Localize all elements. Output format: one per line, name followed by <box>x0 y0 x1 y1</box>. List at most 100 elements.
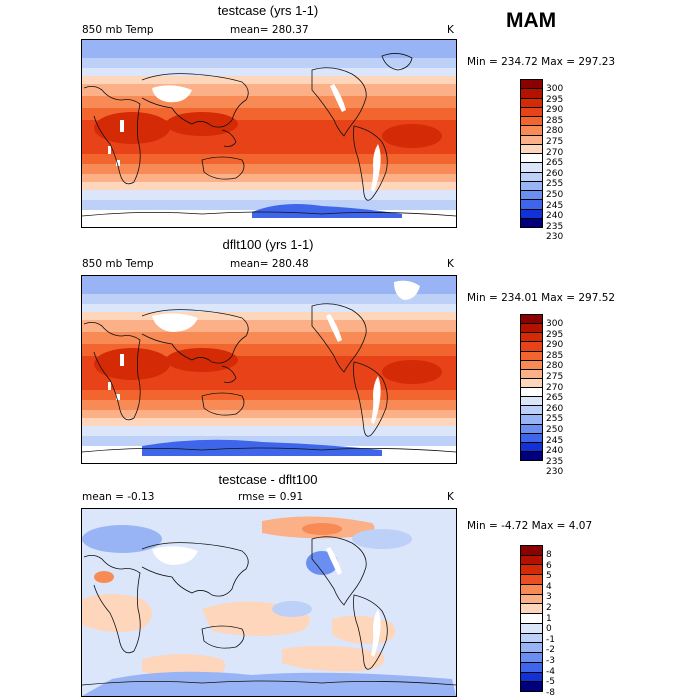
panel-2-colorbar-ticks: 300 295 290 285 280 275 270 265 260 255 … <box>546 319 563 478</box>
panel-3-map-plot <box>82 509 456 696</box>
colorbar-swatch <box>521 388 542 398</box>
colorbar-tick: 295 <box>546 329 564 340</box>
colorbar-swatch <box>521 324 542 334</box>
panel-2-units: K <box>447 258 454 270</box>
andes-mask <box>371 376 381 424</box>
colorbar-swatch <box>521 672 542 683</box>
panel-3-mean-key: mean = <box>82 491 124 503</box>
colorbar-swatch <box>521 442 542 452</box>
colorbar-tick: 280 <box>546 126 564 137</box>
colorbar-swatch <box>521 594 542 605</box>
colorbar-tick: 245 <box>546 200 564 211</box>
colorbar-tick: 1 <box>546 613 552 624</box>
colorbar-tick: 250 <box>546 189 564 200</box>
colorbar-swatch <box>521 126 542 136</box>
andes-mask <box>371 609 381 657</box>
colorbar-swatch <box>521 633 542 644</box>
band-south-4 <box>82 190 456 202</box>
band-north-5 <box>82 84 456 98</box>
band-north-3 <box>82 68 456 78</box>
panel-3-colorbar-ticks: 8 6 5 4 3 2 1 0 -1 -2 -3 -4 -5 -8 <box>546 550 555 698</box>
colorbar-swatch <box>521 369 542 379</box>
panel-3-mean-value: -0.13 <box>127 491 155 503</box>
colorbar-swatch <box>521 172 542 182</box>
colorbar-tick: -3 <box>546 655 555 666</box>
band-north-4 <box>82 76 456 86</box>
warm-core-america <box>382 124 442 148</box>
panel-3-minmax: Min = -4.72 Max = 4.07 <box>467 520 593 532</box>
panel-2-variable-label: 850 mb Temp <box>82 258 154 270</box>
colorbar-tick: 260 <box>546 403 564 414</box>
band-south-5 <box>82 436 456 446</box>
warm-core-africa <box>94 112 170 144</box>
panel-1-colorbar <box>520 79 543 228</box>
cool-patch <box>272 601 312 617</box>
cool-patch <box>352 529 412 549</box>
colorbar-swatch <box>521 191 542 201</box>
colorbar-swatch <box>521 351 542 361</box>
panel-3-units: K <box>447 491 454 503</box>
panel-3-rmse-key: rmse = <box>238 491 277 503</box>
colorbar-tick: 255 <box>546 414 564 425</box>
colorbar-swatch <box>521 181 542 191</box>
rockies-mask <box>326 314 342 342</box>
season-label: MAM <box>506 9 557 32</box>
colorbar-swatch <box>521 584 542 595</box>
panel-3-mean-label: mean = -0.13 <box>82 491 154 503</box>
colorbar-tick: 280 <box>546 361 564 372</box>
colorbar-swatch <box>521 342 542 352</box>
band-south-2 <box>82 174 456 184</box>
greenland-mask <box>394 280 420 300</box>
colorbar-swatch <box>521 218 542 227</box>
tibet-mask <box>152 85 192 103</box>
warm-core-asia <box>166 348 238 372</box>
colorbar-swatch <box>521 643 542 654</box>
colorbar-tick: -8 <box>546 687 555 698</box>
colorbar-swatch <box>521 378 542 388</box>
panel-1-mean-label: mean= 280.37 <box>230 24 309 36</box>
colorbar-swatch <box>521 614 542 624</box>
warm-core-africa <box>94 348 170 380</box>
colorbar-swatch <box>521 397 542 407</box>
colorbar-swatch <box>521 555 542 566</box>
colorbar-tick: 2 <box>546 602 552 613</box>
colorbar-tick: 3 <box>546 592 552 603</box>
band-south-4 <box>82 426 456 438</box>
colorbar-swatch <box>521 98 542 108</box>
colorbar-swatch <box>521 154 542 164</box>
panel-3-rmse-value: 0.91 <box>279 491 304 503</box>
panel-2-mean-value: 280.48 <box>271 258 309 270</box>
colorbar-swatch <box>521 604 542 615</box>
colorbar-tick: 275 <box>546 371 564 382</box>
colorbar-tick: 235 <box>546 456 564 467</box>
panel-3-colorbar <box>520 545 543 692</box>
colorbar-swatch <box>521 623 542 634</box>
band-north-2 <box>82 294 456 306</box>
colorbar-tick: 285 <box>546 115 564 126</box>
colorbar-swatch <box>521 333 542 343</box>
band-south-3 <box>82 418 456 428</box>
colorbar-tick: -1 <box>546 634 555 645</box>
colorbar-tick: 300 <box>546 319 564 329</box>
panel-1-map <box>81 39 457 228</box>
colorbar-tick: 6 <box>546 560 552 571</box>
warm-core-asia <box>166 112 238 136</box>
colorbar-tick: 230 <box>546 467 564 478</box>
colorbar-tick: 230 <box>546 232 564 243</box>
colorbar-tick: 250 <box>546 424 564 435</box>
band-south-1 <box>82 400 456 412</box>
colorbar-tick: 270 <box>546 147 564 158</box>
warm-core-america <box>382 360 442 384</box>
colorbar-swatch <box>521 117 542 127</box>
band-north-5 <box>82 320 456 334</box>
band-north-6 <box>82 332 456 346</box>
warm-core <box>302 523 342 535</box>
panel-1-colorbar-ticks: 300 295 290 285 280 275 270 265 260 255 … <box>546 84 563 243</box>
panel-2-mean-label: mean= 280.48 <box>230 258 309 270</box>
band-south-2 <box>82 410 456 420</box>
colorbar-swatch <box>521 451 542 460</box>
colorbar-tick: 295 <box>546 94 564 105</box>
band-north-2 <box>82 58 456 70</box>
colorbar-tick: 285 <box>546 350 564 361</box>
africa-mask <box>108 354 124 400</box>
